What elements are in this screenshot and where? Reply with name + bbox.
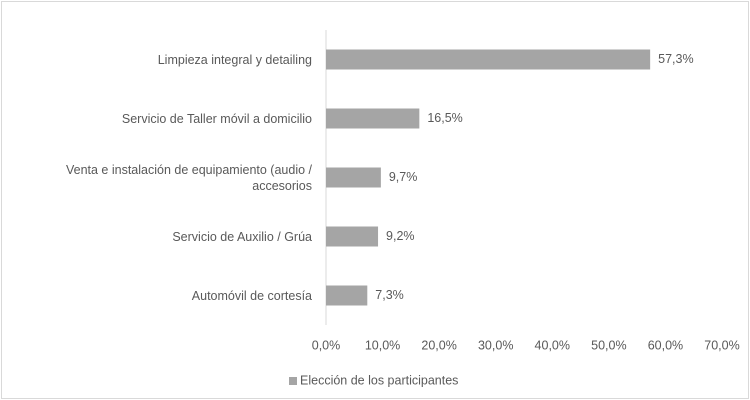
y-tick-label: Servicio de Taller móvil a domicilio	[121, 111, 312, 126]
legend-swatch	[289, 377, 297, 385]
x-tick-label: 0,0%	[312, 338, 341, 352]
data-label: 9,2%	[386, 229, 415, 243]
x-tick-label: 10,0%	[365, 338, 400, 352]
x-tick-label: 60,0%	[648, 338, 683, 352]
data-label: 9,7%	[389, 170, 418, 184]
bar	[326, 226, 379, 247]
bar	[326, 167, 381, 188]
x-tick-label: 40,0%	[535, 338, 570, 352]
y-tick-label: Venta e instalación de equipamiento (aud…	[65, 162, 312, 193]
bar	[326, 108, 420, 129]
legend-label: Elección de los participantes	[300, 373, 458, 387]
x-tick-label: 70,0%	[704, 338, 739, 352]
y-tick-label: Servicio de Auxilio / Grúa	[172, 229, 312, 244]
x-tick-label: 50,0%	[591, 338, 626, 352]
bar	[326, 285, 368, 306]
y-tick-label: Limpieza integral y detailing	[157, 52, 312, 67]
data-label: 57,3%	[658, 52, 693, 66]
y-tick-label: Automóvil de cortesía	[191, 288, 312, 303]
data-label: 7,3%	[375, 288, 404, 302]
bar	[326, 49, 651, 70]
x-tick-label: 30,0%	[478, 338, 513, 352]
data-label: 16,5%	[427, 111, 462, 125]
x-tick-label: 20,0%	[421, 338, 456, 352]
